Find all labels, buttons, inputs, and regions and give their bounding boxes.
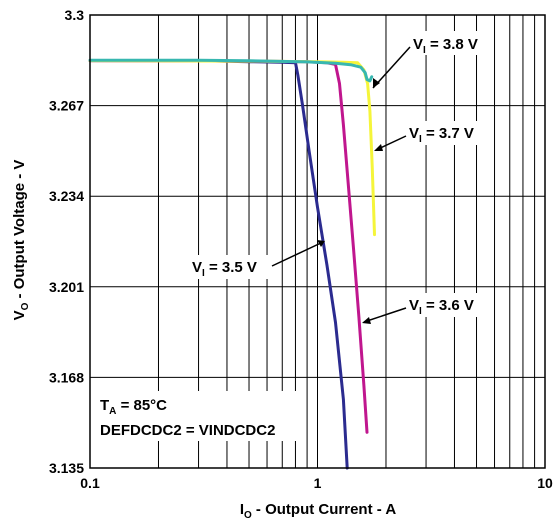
x-tick-label: 10: [537, 475, 553, 491]
annotation-vi37-label: VI = 3.7 V: [409, 125, 474, 145]
conditions-box: TA = 85°C DEFDCDC2 = VINDCDC2: [96, 391, 306, 441]
conditions-bg: [96, 391, 306, 441]
x-tick-labels: 0.1 1 10: [80, 475, 553, 491]
annotation-vi35-arrow: [271, 241, 324, 267]
annotation-vi36-arrowhead: [362, 317, 371, 324]
annotation-vi37: VI = 3.7 V: [374, 121, 492, 151]
annotation-vi37-main: V: [409, 125, 419, 142]
annotation-vi35: VI = 3.5 V: [188, 240, 325, 279]
y-tick-label: 3.267: [49, 98, 84, 114]
annotation-vi36-label: VI = 3.6 V: [409, 297, 474, 317]
y-tick-label: 3.234: [49, 188, 84, 204]
x-axis-title-main: I: [240, 501, 244, 518]
annotation-vi36-sub: I: [419, 306, 422, 317]
annotation-vi38-label: VI = 3.8 V: [413, 36, 478, 56]
condition-temperature-rest: = 85°C: [116, 397, 167, 414]
condition-config: DEFDCDC2 = VINDCDC2: [100, 422, 275, 439]
annotation-vi38-rest: = 3.8 V: [426, 36, 478, 53]
series-line-3: [88, 58, 374, 83]
annotation-vi38-sub: I: [423, 45, 426, 56]
annotation-vi37-arrowhead: [374, 144, 383, 151]
annotation-vi35-bg: [188, 255, 274, 279]
grid: [89, 14, 545, 469]
x-axis-title: IO - Output Current - A: [240, 501, 397, 521]
series-lines: [88, 58, 376, 470]
annotation-vi36-arrow: [363, 307, 407, 323]
x-tick-label: 0.1: [80, 475, 100, 491]
annotation-vi35-sub: I: [202, 268, 205, 279]
y-tick-labels: 3.135 3.168 3.201 3.234 3.267 3.3: [49, 7, 84, 476]
annotation-vi37-bg: [404, 121, 492, 145]
y-tick-label: 3.3: [65, 7, 85, 23]
annotation-vi35-label: VI = 3.5 V: [192, 259, 257, 279]
annotation-vi36: VI = 3.6 V: [362, 293, 492, 324]
annotation-vi38-arrowhead: [373, 78, 380, 88]
annotation-vi36-main: V: [409, 297, 419, 314]
series-line-1: [88, 59, 369, 434]
y-tick-label: 3.168: [49, 369, 84, 385]
annotation-vi38-bg: [408, 31, 492, 55]
annotation-vi38-arrow: [372, 46, 411, 89]
annotation-vi36-bg: [404, 293, 492, 317]
y-tick-label: 3.135: [49, 460, 84, 476]
series-line-2: [88, 59, 376, 237]
condition-temperature: TA = 85°C: [100, 397, 167, 417]
condition-temperature-main: T: [100, 397, 109, 414]
x-axis-title-rest: - Output Current - A: [252, 501, 397, 518]
annotation-vi35-rest: = 3.5 V: [205, 259, 257, 276]
annotation-vi37-sub: I: [419, 134, 422, 145]
y-axis-title-rest: - Output Voltage - V: [11, 160, 28, 303]
y-axis-title: VO - Output Voltage - V: [11, 160, 31, 321]
y-axis-title-sub: O: [20, 302, 31, 310]
x-tick-label: 1: [314, 475, 322, 491]
annotation-vi35-main: V: [192, 259, 202, 276]
plot-frame: [89, 14, 546, 469]
annotation-vi35-arrowhead: [317, 240, 325, 247]
annotation-vi37-rest: = 3.7 V: [422, 125, 474, 142]
x-axis-title-sub: O: [244, 510, 252, 521]
annotation-vi38-main: V: [413, 36, 423, 53]
condition-temperature-sub: A: [109, 406, 116, 417]
y-axis-title-main: V: [11, 310, 28, 320]
annotation-vi36-rest: = 3.6 V: [422, 297, 474, 314]
y-tick-label: 3.201: [49, 279, 84, 295]
annotation-vi38: VI = 3.8 V: [372, 31, 492, 89]
